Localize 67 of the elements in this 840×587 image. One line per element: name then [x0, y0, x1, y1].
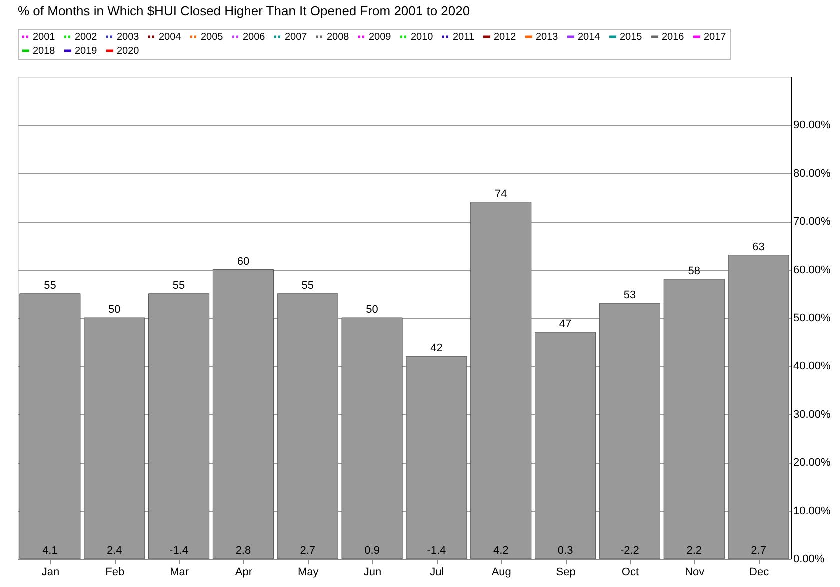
- annotation: -1.4: [170, 545, 189, 557]
- legend-label: 2012: [494, 32, 517, 43]
- legend-label: 2013: [536, 32, 559, 43]
- x-tick-label: Jan: [42, 566, 60, 578]
- annotation: 2.2: [686, 545, 702, 557]
- data-label: 74: [495, 188, 508, 200]
- legend-label: 2014: [578, 32, 601, 43]
- data-label: 55: [172, 280, 186, 292]
- y-tick-label: 20.00%: [794, 457, 832, 470]
- legend-label: 2018: [33, 46, 56, 57]
- data-label: 50: [366, 304, 378, 316]
- data-label: 55: [302, 280, 314, 292]
- legend-label: 2008: [327, 32, 350, 43]
- annotation: 2.7: [300, 545, 316, 557]
- legend-label: 2002: [75, 32, 98, 43]
- data-label: 50: [108, 304, 121, 316]
- x-tick-label: Aug: [492, 566, 512, 578]
- annotation: -1.4: [427, 545, 446, 557]
- data-label: 55: [44, 280, 56, 292]
- annotation: 4.1: [42, 545, 58, 557]
- y-tick-label: 50.00%: [794, 312, 832, 324]
- legend-label: 2017: [704, 32, 727, 43]
- x-tick-label: Dec: [750, 566, 770, 578]
- legend-label: 2020: [117, 46, 140, 57]
- y-tick-label: 60.00%: [794, 264, 832, 276]
- y-tick-label: 30.00%: [794, 408, 832, 421]
- annotation: 2.8: [236, 545, 252, 557]
- y-tick-label: 70.00%: [794, 216, 832, 228]
- legend-label: 2007: [285, 32, 308, 43]
- data-label: 63: [752, 241, 765, 254]
- annotation: 2.4: [106, 545, 122, 557]
- legend-label: 2019: [75, 46, 98, 57]
- legend-label: 2016: [662, 32, 685, 43]
- legend-label: 2005: [201, 32, 224, 43]
- x-tick-label: Apr: [235, 566, 253, 578]
- x-tick-label: Oct: [622, 566, 640, 578]
- x-tick-label: Jun: [364, 566, 382, 578]
- legend-label: 2003: [117, 32, 140, 43]
- chart-title: % of Months in Which $HUI Closed Higher Than It Opened From 2001 to 2020: [18, 4, 470, 18]
- annotation: 4.2: [493, 545, 509, 557]
- data-label: 58: [688, 265, 700, 278]
- legend-label: 2009: [369, 32, 392, 43]
- data-label: 47: [559, 318, 572, 330]
- y-tick-label: 0.00%: [794, 554, 825, 566]
- x-tick-label: Sep: [556, 566, 576, 578]
- legend-label: 2001: [33, 32, 56, 43]
- annotation: 0.3: [558, 545, 574, 557]
- x-tick-label: Nov: [685, 566, 706, 578]
- y-tick-label: 40.00%: [794, 360, 832, 373]
- x-tick-label: Jul: [430, 566, 444, 578]
- legend-label: 2011: [453, 32, 475, 43]
- x-tick-label: Feb: [106, 566, 125, 578]
- legend-label: 2006: [243, 32, 266, 43]
- data-label: 42: [430, 342, 443, 355]
- data-label: 60: [237, 256, 250, 268]
- annotation: 2.7: [751, 545, 766, 557]
- y-tick-label: 10.00%: [794, 505, 832, 518]
- annotation: 0.9: [364, 545, 380, 557]
- y-tick-label: 90.00%: [794, 120, 832, 132]
- legend-label: 2015: [620, 32, 643, 43]
- x-tick-label: May: [298, 566, 320, 578]
- data-label: 53: [624, 290, 636, 302]
- y-tick-label: 80.00%: [794, 168, 832, 180]
- x-tick-label: Mar: [170, 566, 190, 578]
- legend-label: 2010: [411, 32, 434, 43]
- legend-label: 2004: [159, 32, 182, 43]
- annotation: -2.2: [620, 545, 640, 557]
